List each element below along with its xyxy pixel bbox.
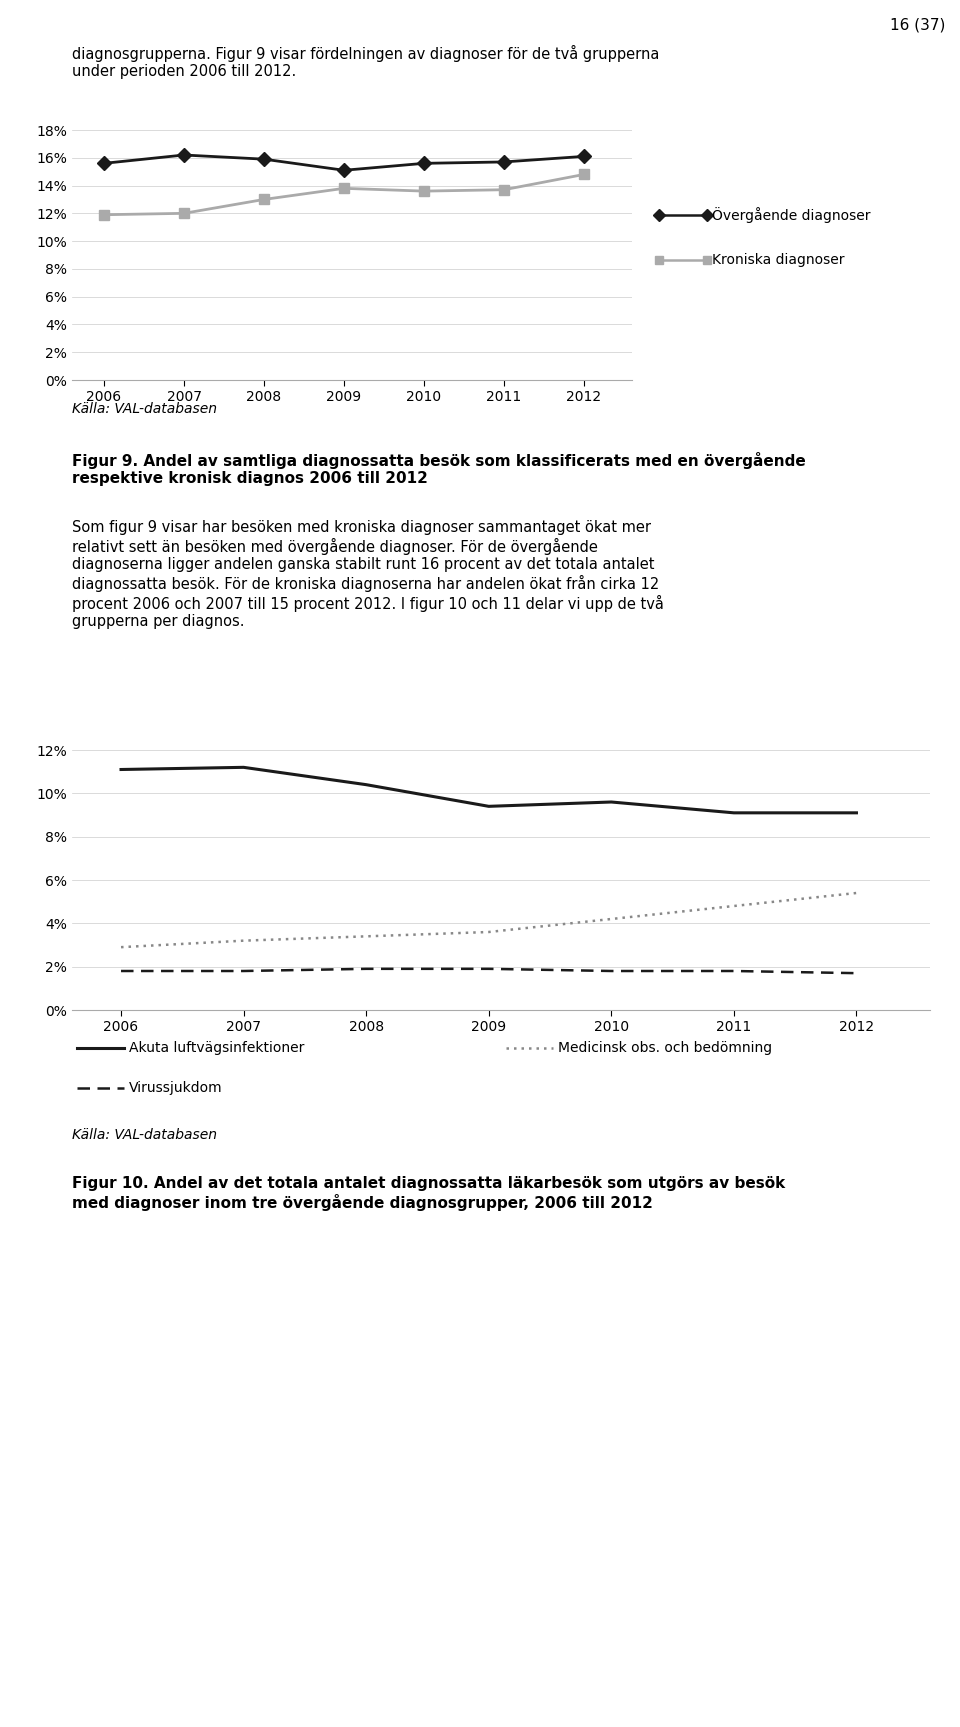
Text: Övergående diagnoser: Övergående diagnoser [712,207,871,223]
Text: diagnosgrupperna. Figur 9 visar fördelningen av diagnoser för de två grupperna
u: diagnosgrupperna. Figur 9 visar fördelni… [72,45,660,79]
Text: Källa: VAL-databasen: Källa: VAL-databasen [72,402,217,416]
Text: Kroniska diagnoser: Kroniska diagnoser [712,252,845,268]
Text: Figur 10. Andel av det totala antalet diagnossatta läkarbesök som utgörs av besö: Figur 10. Andel av det totala antalet di… [72,1176,785,1211]
Text: Som figur 9 visar har besöken med kroniska diagnoser sammantaget ökat mer
relati: Som figur 9 visar har besöken med kronis… [72,520,664,629]
Text: Akuta luftvägsinfektioner: Akuta luftvägsinfektioner [129,1041,304,1055]
Text: Figur 9. Andel av samtliga diagnossatta besök som klassificerats med en övergåen: Figur 9. Andel av samtliga diagnossatta … [72,452,805,487]
Text: Medicinsk obs. och bedömning: Medicinsk obs. och bedömning [558,1041,772,1055]
Text: 16 (37): 16 (37) [890,17,946,33]
Text: Källa: VAL-databasen: Källa: VAL-databasen [72,1128,217,1142]
Text: Virussjukdom: Virussjukdom [129,1081,223,1095]
